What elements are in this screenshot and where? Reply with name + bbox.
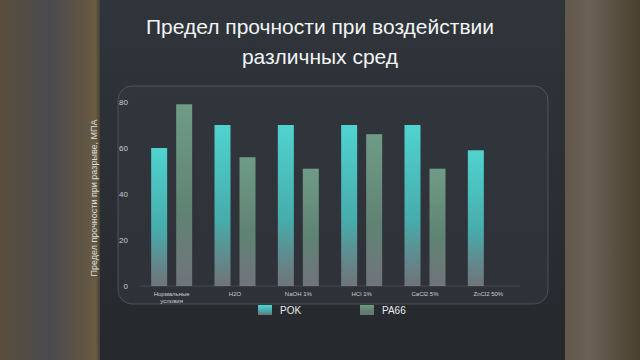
bar [151, 148, 167, 286]
tick-mark [136, 148, 139, 149]
bar [341, 125, 357, 286]
y-tick-label: 40 [119, 190, 128, 199]
tick-mark [136, 240, 139, 241]
bar [303, 169, 319, 286]
x-tick-label: CaCl2 5% [411, 291, 439, 297]
bar [405, 125, 421, 286]
legend-swatch [360, 305, 374, 315]
tick-mark [136, 194, 139, 195]
y-tick-label: 20 [119, 236, 128, 245]
bar [468, 150, 484, 286]
x-tick-label: ZnCl2 50% [473, 291, 503, 297]
tick-mark [136, 102, 139, 103]
label-line: условия [160, 298, 183, 304]
title: Предел прочности при воздействии различн… [120, 12, 520, 72]
y-axis-label: Предел прочности при разрыве, МПА [89, 119, 99, 276]
bar [430, 169, 446, 286]
label-line: Нормальные [154, 291, 191, 297]
y-tick-label: 80 [119, 98, 128, 107]
legend-swatch [258, 305, 272, 315]
bars [151, 104, 484, 286]
x-tick-label: H2O [229, 291, 242, 297]
bar [215, 125, 231, 286]
bar [278, 125, 294, 286]
plot-frame [118, 86, 548, 304]
y-tick-label: 0 [124, 282, 129, 291]
x-tick-label: HCl 1% [351, 291, 372, 297]
bar [366, 134, 382, 286]
y-tick-label: 60 [119, 144, 128, 153]
bar [176, 104, 192, 286]
tick-mark [136, 286, 139, 287]
x-axis-line [140, 286, 520, 287]
legend-label: PA66 [382, 305, 406, 316]
x-tick-label: Нормальныеусловия [154, 291, 191, 304]
legend-label: POK [280, 305, 301, 316]
bar [240, 157, 256, 286]
x-tick-label: NaOH 1% [285, 291, 313, 297]
